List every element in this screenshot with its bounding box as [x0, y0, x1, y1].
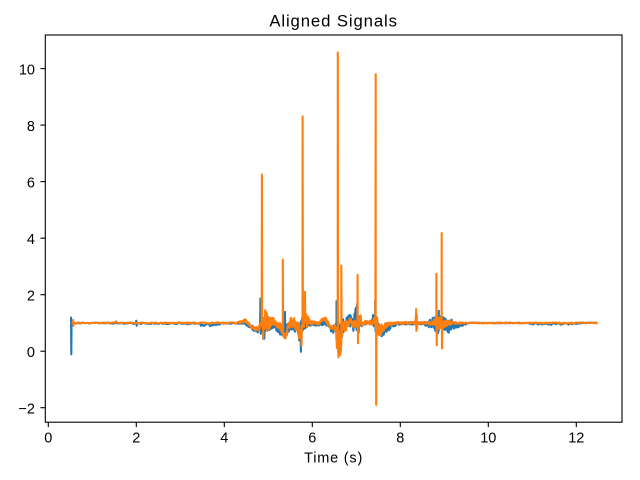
svg-text:Time (s): Time (s): [304, 451, 363, 467]
svg-text:0: 0: [27, 345, 35, 361]
svg-text:4: 4: [27, 232, 35, 248]
svg-text:2: 2: [27, 289, 35, 305]
svg-text:Aligned Signals: Aligned Signals: [269, 12, 398, 31]
svg-text:6: 6: [308, 430, 316, 446]
svg-text:10: 10: [19, 62, 35, 78]
svg-text:6: 6: [27, 175, 35, 191]
svg-text:12: 12: [568, 430, 584, 446]
svg-text:4: 4: [220, 430, 228, 446]
svg-text:10: 10: [480, 430, 496, 446]
svg-text:8: 8: [396, 430, 404, 446]
svg-text:−2: −2: [18, 402, 35, 418]
svg-text:8: 8: [27, 119, 35, 135]
svg-text:0: 0: [44, 430, 52, 446]
svg-text:2: 2: [132, 430, 140, 446]
